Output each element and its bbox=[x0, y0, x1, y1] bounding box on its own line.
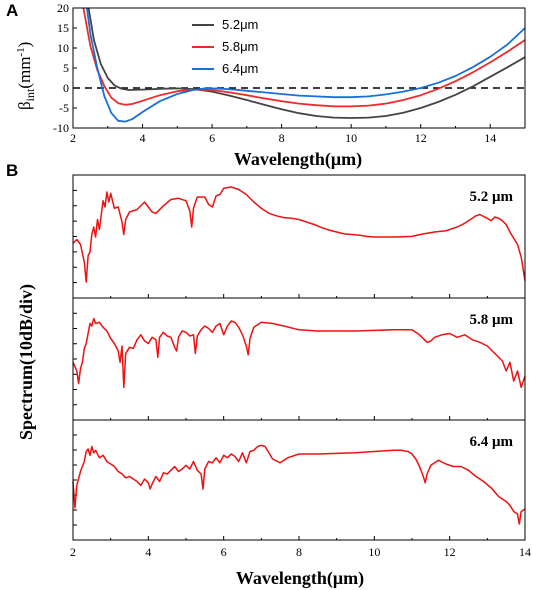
legend-label-1: 5.8μm bbox=[222, 39, 258, 54]
panel-b-x-tick-label: 2 bbox=[70, 545, 76, 559]
panel-a-y-unit: (mm bbox=[15, 57, 34, 89]
panel-b-y-axis-title: Spectrum(10dB/div) bbox=[16, 284, 37, 440]
panel-a-series-0-line bbox=[87, 7, 526, 119]
spectrum-series-1-line bbox=[72, 317, 526, 389]
panel-b-x-tick-label: 12 bbox=[444, 545, 456, 559]
spectrum-label-1: 5.8 μm bbox=[470, 312, 514, 328]
spectrum-frame-2 bbox=[72, 419, 526, 541]
panel-a-y-tick-label: -5 bbox=[59, 101, 69, 115]
panel-b-chart: 2 4 6 8 10 12 14 5.2 μm 5.8 μm 6.4 μm Wavelength… bbox=[16, 174, 531, 589]
panel-b-series bbox=[72, 186, 526, 525]
panel-a-x-tick-label: 8 bbox=[279, 131, 285, 145]
panel-b-x-tick-label: 4 bbox=[145, 545, 151, 559]
panel-a-x-tick-label: 12 bbox=[415, 131, 427, 145]
panel-a-y-tick-label: 10 bbox=[57, 41, 69, 55]
spectrum-frame-0 bbox=[72, 174, 526, 299]
panel-a-frame bbox=[72, 7, 526, 129]
spectrum-label-2: 6.4 μm bbox=[470, 434, 514, 450]
panel-a-y-axis-title: βint(mm-1) bbox=[15, 42, 37, 110]
panel-a-y-exp: -1 bbox=[15, 47, 27, 56]
legend-label-0: 5.2μm bbox=[222, 17, 258, 32]
panel-a-x-tick-label: 6 bbox=[209, 131, 215, 145]
panel-b-letter: B bbox=[6, 161, 18, 180]
panel-b-x-axis-title: Wavelength(μm) bbox=[236, 568, 364, 589]
panel-a-y-main: β bbox=[15, 101, 34, 110]
spectrum-series-2-line bbox=[72, 444, 526, 525]
panel-a-y-tick-label: -10 bbox=[53, 121, 69, 135]
panel-a-letter: A bbox=[6, 1, 18, 20]
panel-a-x-tick-label: 14 bbox=[484, 131, 496, 145]
panel-b-ticks: 2 4 6 8 10 12 14 bbox=[70, 189, 531, 559]
panel-a-y-tick-label: 0 bbox=[63, 81, 69, 95]
panel-a-y-close: ) bbox=[15, 42, 34, 48]
panel-a-y-tick-label: 5 bbox=[63, 61, 69, 75]
panel-a-x-axis-title: Wavelength(μm) bbox=[234, 149, 362, 170]
panel-b-x-tick-label: 10 bbox=[368, 545, 380, 559]
panel-a-y-tick-label: 15 bbox=[57, 21, 69, 35]
panel-b-x-tick-label: 6 bbox=[221, 545, 227, 559]
panel-b-frames bbox=[72, 174, 526, 541]
panel-a-x-tick-label: 2 bbox=[70, 131, 76, 145]
spectrum-label-0: 5.2 μm bbox=[470, 189, 514, 205]
panel-a-series bbox=[73, 7, 526, 123]
panel-b-subplot-labels: 5.2 μm 5.8 μm 6.4 μm bbox=[470, 189, 514, 450]
svg-text:βint(mm-1): βint(mm-1) bbox=[15, 42, 37, 110]
panel-b-x-tick-label: 8 bbox=[296, 545, 302, 559]
legend-label-2: 6.4μm bbox=[222, 61, 258, 76]
panel-a-ticks: 2 4 6 8 10 12 14 -10 -5 0 5 10 15 20 bbox=[53, 1, 526, 145]
panel-a-y-sub: int bbox=[23, 88, 37, 101]
panel-b-x-tick-label: 14 bbox=[519, 545, 531, 559]
panel-a-series-2-line bbox=[86, 7, 526, 123]
panel-a-x-tick-label: 4 bbox=[140, 131, 146, 145]
panel-a-series-1-line bbox=[82, 7, 526, 108]
spectrum-frame-1 bbox=[72, 297, 526, 421]
spectrum-series-0-line bbox=[72, 186, 526, 283]
panel-a-y-tick-label: 20 bbox=[57, 1, 69, 15]
panel-a-legend: 5.2μm 5.8μm 6.4μm bbox=[192, 17, 258, 76]
panel-a-x-tick-label: 10 bbox=[345, 131, 357, 145]
